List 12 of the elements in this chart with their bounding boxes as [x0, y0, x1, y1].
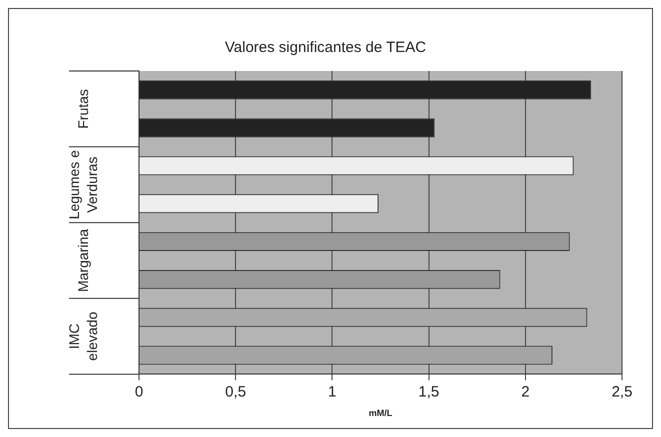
x-tick-label: 0,5	[225, 383, 246, 400]
x-tick-label: 1,5	[418, 383, 440, 400]
x-tick-label: 2,5	[612, 383, 632, 400]
y-tick-label: IMC elevado	[66, 312, 100, 361]
y-tick-label: Frutas	[74, 89, 91, 129]
x-tick-label: 1	[328, 383, 336, 400]
y-tick-label: Margarina	[74, 228, 91, 292]
x-tick-label: 2	[521, 383, 530, 400]
y-tick-label: Legumes e Verduras	[66, 150, 100, 220]
x-axis-title: mM/L	[368, 408, 393, 418]
x-tick-label: 0	[134, 383, 144, 400]
chart-title: Valores significantes de TEAC	[224, 39, 426, 56]
